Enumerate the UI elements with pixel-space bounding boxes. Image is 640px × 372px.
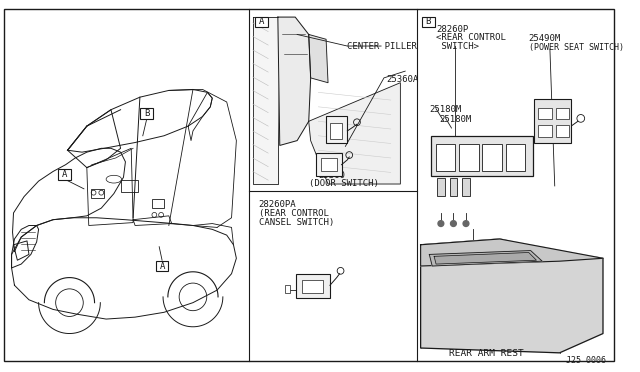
Text: CANSEL SWITCH): CANSEL SWITCH) (259, 218, 334, 227)
Text: 28260P: 28260P (436, 25, 468, 34)
Polygon shape (429, 251, 542, 266)
Text: 25360A: 25360A (386, 75, 418, 84)
Text: (POWER SEAT SWITCH): (POWER SEAT SWITCH) (529, 43, 624, 52)
Bar (506, 144, 525, 171)
Text: 25180M: 25180M (429, 105, 461, 114)
Bar (321, 158, 337, 171)
Bar (326, 116, 348, 144)
Bar (534, 99, 571, 142)
Text: (REAR CONTROL: (REAR CONTROL (259, 209, 328, 218)
Polygon shape (420, 239, 603, 266)
Bar (460, 144, 479, 171)
Bar (140, 108, 153, 119)
Text: <REAR CONTROL: <REAR CONTROL (436, 33, 506, 42)
Text: B: B (144, 109, 149, 118)
Text: CENTER PILLER: CENTER PILLER (348, 42, 417, 51)
Bar (483, 144, 502, 171)
Text: REAR ARM REST: REAR ARM REST (449, 349, 524, 358)
Bar (156, 261, 168, 271)
Bar (285, 285, 291, 293)
Bar (120, 180, 138, 192)
Text: 28260PA: 28260PA (259, 201, 296, 209)
Bar (422, 17, 435, 27)
Text: B: B (426, 17, 431, 26)
Text: (DOOR SWITCH): (DOOR SWITCH) (308, 179, 379, 188)
Bar (152, 199, 164, 208)
Circle shape (463, 221, 469, 227)
Text: 25490M: 25490M (529, 35, 561, 44)
Bar (316, 153, 342, 176)
Text: A: A (159, 262, 164, 270)
Polygon shape (434, 253, 536, 264)
Polygon shape (253, 17, 278, 184)
Bar (255, 17, 268, 27)
Bar (449, 178, 458, 196)
Bar (296, 274, 330, 298)
Bar (437, 178, 445, 196)
Bar (91, 189, 104, 199)
Circle shape (438, 221, 444, 227)
Bar (538, 108, 552, 119)
Bar (431, 136, 532, 176)
Polygon shape (308, 35, 328, 83)
Text: SWITCH>: SWITCH> (436, 42, 479, 51)
Polygon shape (420, 239, 603, 353)
Text: 25360: 25360 (318, 171, 345, 180)
Bar (556, 108, 569, 119)
Text: A: A (62, 170, 67, 179)
Bar (58, 169, 71, 180)
Bar (302, 279, 323, 293)
Bar (330, 123, 342, 139)
Bar (436, 144, 456, 171)
Bar (538, 125, 552, 137)
Polygon shape (278, 17, 310, 145)
Circle shape (451, 221, 456, 227)
Bar (462, 178, 470, 196)
Polygon shape (308, 83, 401, 184)
Text: J25 0006: J25 0006 (566, 356, 606, 365)
Text: A: A (259, 17, 264, 26)
Bar (556, 125, 569, 137)
Text: 25180M: 25180M (439, 115, 471, 124)
